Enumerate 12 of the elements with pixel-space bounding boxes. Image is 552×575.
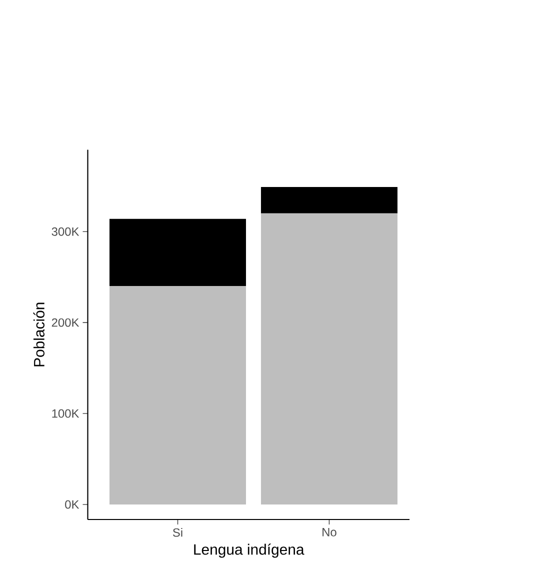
y-axis-title: Población xyxy=(33,302,44,366)
x-tick-label: Si xyxy=(172,528,182,537)
bar xyxy=(109,218,246,286)
bar xyxy=(260,187,398,214)
x-tick-label: No xyxy=(322,528,336,536)
bar xyxy=(109,286,246,504)
y-tick-label: 100K xyxy=(52,409,80,418)
y-tick-label: 0K xyxy=(65,500,80,509)
y-tick-label: 300K xyxy=(52,227,80,236)
bar xyxy=(260,213,398,504)
x-axis-title: Lengua indígena xyxy=(194,544,304,558)
y-tick-label: 200K xyxy=(52,318,80,327)
